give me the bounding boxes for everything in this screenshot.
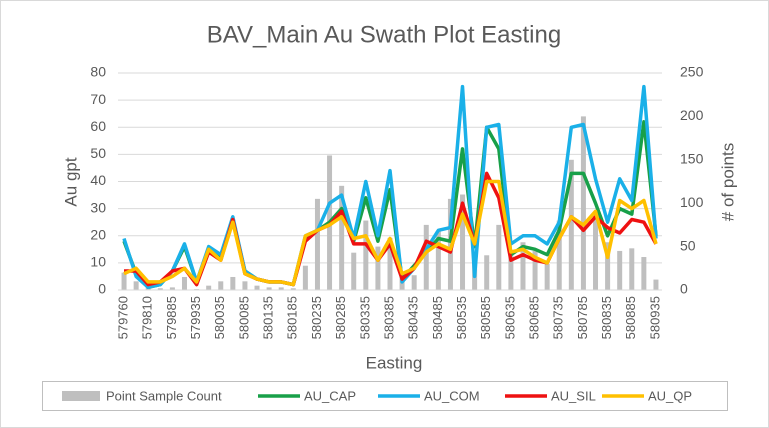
chart-title: BAV_Main Au Swath Plot Easting bbox=[207, 21, 561, 48]
bar bbox=[314, 198, 320, 290]
y2-tick-label: 0 bbox=[680, 281, 688, 297]
bar bbox=[423, 224, 429, 290]
y2-tick-label: 200 bbox=[680, 107, 704, 123]
x-tick-label: 580835 bbox=[599, 296, 614, 339]
bar bbox=[460, 194, 466, 290]
x-tick-label: 580685 bbox=[527, 296, 542, 339]
bar bbox=[411, 275, 417, 290]
y2-tick-label: 150 bbox=[680, 151, 704, 167]
bar bbox=[568, 159, 574, 290]
bar bbox=[121, 272, 127, 290]
bar bbox=[653, 279, 659, 290]
y-tick-label: 30 bbox=[90, 199, 106, 215]
x-tick-label: 579810 bbox=[140, 296, 155, 339]
legend-label: AU_CAP bbox=[304, 388, 356, 403]
x-tick-label: 579760 bbox=[115, 296, 130, 339]
x-tick-label: 580735 bbox=[551, 296, 566, 339]
bar bbox=[641, 257, 647, 290]
bar bbox=[339, 185, 345, 290]
y2-tick-label: 250 bbox=[680, 64, 704, 80]
x-tick-label: 580485 bbox=[430, 296, 445, 339]
y-tick-label: 60 bbox=[90, 118, 106, 134]
line-series bbox=[123, 179, 658, 287]
bar bbox=[593, 216, 599, 290]
bar bbox=[375, 246, 381, 290]
x-tick-label: 580135 bbox=[261, 296, 276, 339]
bar bbox=[254, 285, 260, 290]
bar bbox=[580, 116, 586, 291]
x-tick-label: 580285 bbox=[333, 296, 348, 339]
x-tick-label: 580635 bbox=[502, 296, 517, 339]
legend-label: Point Sample Count bbox=[106, 388, 222, 403]
y-tick-label: 40 bbox=[90, 172, 106, 188]
legend-box bbox=[42, 381, 728, 411]
x-tick-label: 579885 bbox=[164, 296, 179, 339]
x-axis-title: Easting bbox=[366, 353, 423, 372]
x-tick-label: 579935 bbox=[188, 296, 203, 339]
y-tick-label: 70 bbox=[90, 91, 106, 107]
x-tick-label: 580935 bbox=[647, 296, 662, 339]
bar bbox=[520, 242, 526, 290]
line-series bbox=[122, 84, 658, 290]
bar bbox=[302, 265, 308, 290]
bar bbox=[605, 242, 611, 290]
bar bbox=[266, 287, 272, 290]
bar bbox=[169, 287, 175, 290]
bar bbox=[133, 281, 139, 290]
x-tick-label: 580335 bbox=[357, 296, 372, 339]
y-axis-title: Au gpt bbox=[61, 157, 80, 206]
legend-label: AU_COM bbox=[424, 388, 480, 403]
legend-label: AU_QP bbox=[648, 388, 692, 403]
bar bbox=[532, 250, 538, 290]
bar bbox=[351, 252, 357, 290]
y2-axis-title: # of points bbox=[718, 143, 737, 221]
y2-tick-label: 50 bbox=[680, 237, 696, 253]
bar bbox=[387, 237, 393, 290]
x-tick-label: 580885 bbox=[623, 296, 638, 339]
y-tick-label: 0 bbox=[98, 281, 106, 297]
bar bbox=[544, 263, 550, 290]
bar bbox=[556, 220, 562, 290]
bar bbox=[496, 224, 502, 290]
bar bbox=[435, 230, 441, 290]
bar bbox=[242, 281, 248, 290]
bar bbox=[629, 248, 635, 290]
x-tick-label: 580785 bbox=[575, 296, 590, 339]
bar bbox=[278, 287, 284, 290]
x-tick-label: 580385 bbox=[381, 296, 396, 339]
bar bbox=[181, 276, 187, 290]
bar bbox=[206, 285, 212, 290]
x-tick-label: 580585 bbox=[478, 296, 493, 339]
bar bbox=[508, 250, 514, 290]
y-tick-label: 20 bbox=[90, 226, 106, 242]
legend-swatch bbox=[62, 391, 100, 401]
x-tick-label: 580085 bbox=[236, 296, 251, 339]
x-tick-label: 580035 bbox=[212, 296, 227, 339]
bar bbox=[484, 255, 490, 290]
x-tick-label: 580435 bbox=[406, 296, 421, 339]
legend-label: AU_SIL bbox=[551, 388, 596, 403]
y-tick-label: 80 bbox=[90, 64, 106, 80]
y2-tick-label: 100 bbox=[680, 194, 704, 210]
bar bbox=[290, 288, 296, 290]
bar bbox=[617, 250, 623, 290]
bar bbox=[157, 288, 163, 290]
y-tick-label: 50 bbox=[90, 145, 106, 161]
x-tick-label: 580235 bbox=[309, 296, 324, 339]
bar bbox=[218, 281, 224, 290]
y-tick-label: 10 bbox=[90, 254, 106, 270]
x-tick-label: 580185 bbox=[285, 296, 300, 339]
bar bbox=[230, 276, 236, 290]
bar bbox=[363, 220, 369, 290]
x-tick-label: 580535 bbox=[454, 296, 469, 339]
